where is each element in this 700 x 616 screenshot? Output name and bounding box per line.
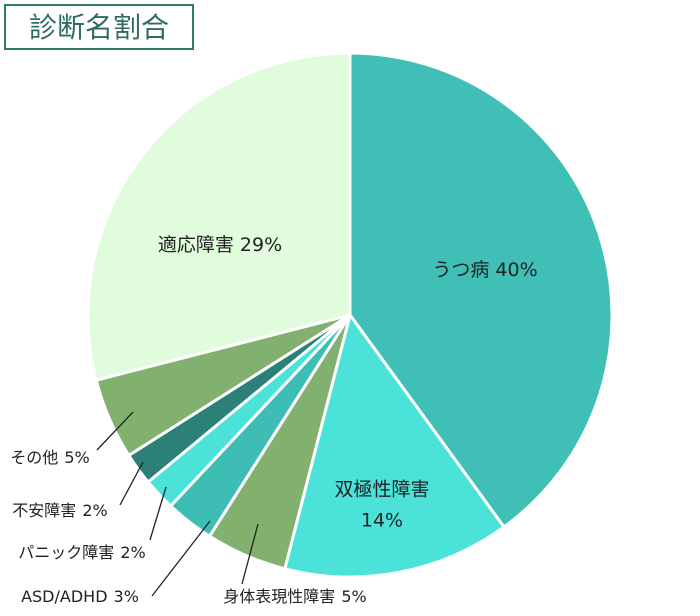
slice-label: うつ病 bbox=[432, 259, 489, 281]
slice-label-group: パニック障害 2% bbox=[18, 543, 145, 562]
slice-label: 身体表現性障害 bbox=[223, 587, 335, 606]
title-box bbox=[4, 4, 194, 50]
leader-line bbox=[96, 411, 134, 451]
slice-label: ASD/ADHD bbox=[21, 587, 107, 606]
slice-label: 適応障害 bbox=[158, 234, 234, 256]
value-label: 5% bbox=[64, 448, 89, 467]
slice-label: 不安障害 bbox=[12, 501, 76, 520]
pie-slice bbox=[283, 311, 507, 579]
value-label: 5% bbox=[341, 587, 366, 606]
value-label: 14% bbox=[361, 510, 403, 532]
slice-label: 双極性障害 bbox=[334, 479, 429, 501]
value-label: 40% bbox=[495, 259, 537, 281]
value-label: 3% bbox=[114, 587, 139, 606]
slice-label-group: ASD/ADHD 3% bbox=[21, 587, 139, 606]
leader-line bbox=[119, 461, 144, 506]
value-label: 29% bbox=[240, 234, 282, 256]
leader-line bbox=[149, 486, 167, 541]
pie-slice bbox=[348, 51, 614, 530]
value-label: 2% bbox=[120, 543, 145, 562]
pie-slice bbox=[86, 51, 352, 382]
slice-label-group: うつ病 40% bbox=[432, 259, 537, 281]
slice-label-group: 適応障害 29% bbox=[158, 234, 282, 256]
chart-title: 診断名割合 bbox=[29, 11, 169, 44]
slice-label-group: その他 5% bbox=[10, 448, 89, 467]
leader-line bbox=[151, 520, 211, 597]
leader-line bbox=[241, 523, 259, 585]
slice-label-group: 不安障害 2% bbox=[12, 501, 107, 520]
value-label: 2% bbox=[82, 501, 107, 520]
slice-label: その他 bbox=[10, 448, 58, 467]
slice-label-group: 身体表現性障害 5% bbox=[223, 587, 366, 606]
slice-label: パニック障害 bbox=[18, 543, 114, 562]
